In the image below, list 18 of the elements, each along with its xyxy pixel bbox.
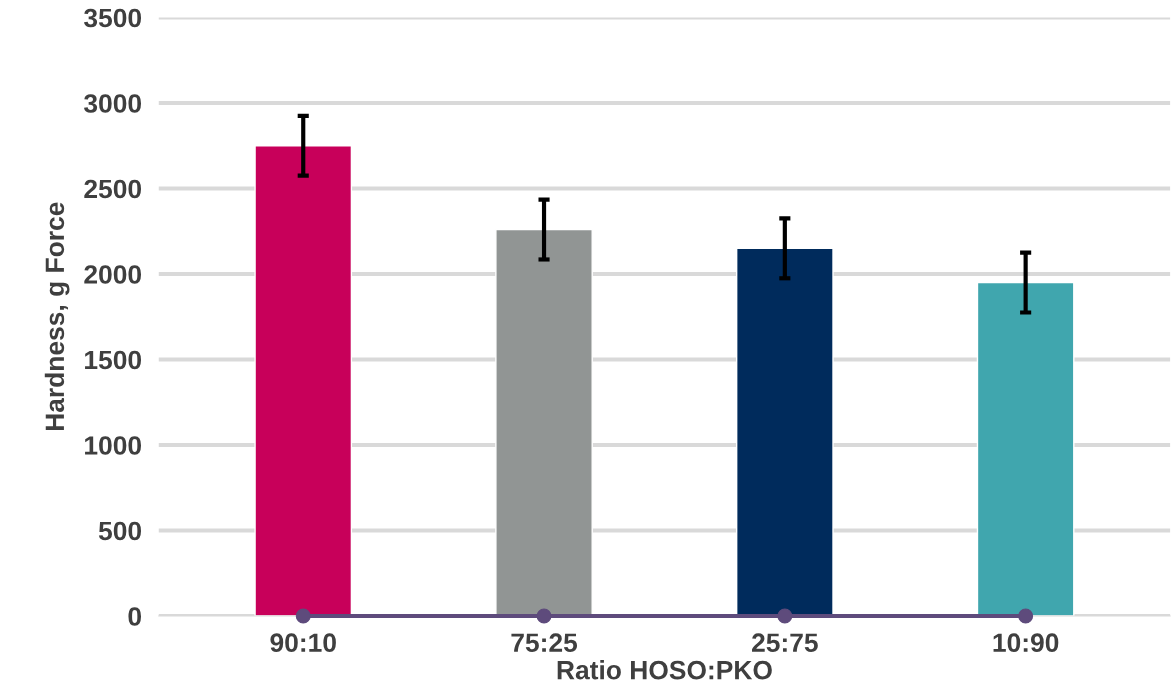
bar <box>976 281 1075 616</box>
bar <box>735 247 834 616</box>
x-tick-label: 10:90 <box>993 633 1059 653</box>
y-tick-label: 3000 <box>84 94 142 113</box>
y-tick-label: 3500 <box>84 8 142 28</box>
y-tick-label: 2500 <box>84 179 142 199</box>
x-axis-title: Ratio HOSO:PKO <box>557 660 772 680</box>
bar <box>495 228 593 616</box>
y-tick-label: 1000 <box>85 436 142 455</box>
bar <box>254 145 353 616</box>
y-tick-label: 1500 <box>85 350 142 370</box>
x-tick-label: 90:10 <box>270 633 336 653</box>
y-tick-label: 2000 <box>84 265 142 284</box>
y-tick-label: 0 <box>128 607 142 626</box>
y-tick-label: 500 <box>98 521 142 541</box>
x-tick-label: 25:75 <box>752 633 818 653</box>
x-tick-label: 75:25 <box>511 633 578 653</box>
y-axis-title: Hardness, g Force <box>44 202 70 431</box>
